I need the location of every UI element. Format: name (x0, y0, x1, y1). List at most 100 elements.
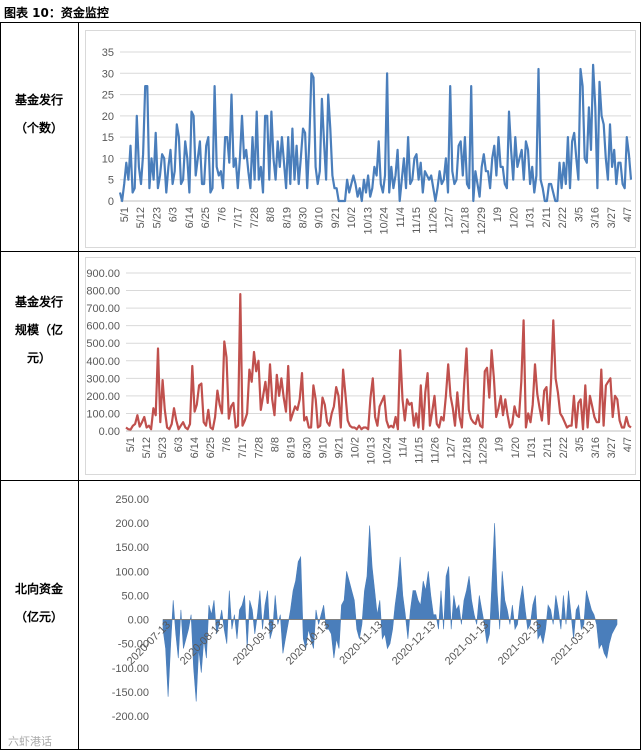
chart-fund-count: 0 5 10 15 20 25 30 35 5/1 5/12 5/23 6/3 6/14 6/25 7/6 7… (102, 47, 634, 235)
x-tick-label: 11/15 (414, 437, 426, 464)
chart-northbound-box: -200.00 -150.00 -100.00 -50.00 0.00 50.00 100.… (85, 486, 634, 744)
x-tick-label: 9/21 (333, 437, 345, 458)
x-tick-label: 8/8 (265, 207, 277, 222)
y-tick-label: 900.00 (86, 268, 120, 280)
label-line: 基金发行 (14, 295, 63, 309)
x-tick-label: 2021-02-13 (496, 619, 544, 667)
y-tick-label: 0 (108, 196, 114, 208)
x-tick-label: 10/2 (349, 437, 361, 458)
row-label-northbound: 北向资金 （亿元） (0, 575, 78, 631)
x-tick-label: 1/20 (510, 437, 522, 458)
x-tick-label: 5/1 (119, 207, 131, 222)
x-tick-label: 6/3 (173, 437, 185, 452)
y-tick-label: 0.00 (99, 426, 120, 438)
label-line: 北向资金 (14, 582, 63, 596)
x-tick-label: 7/6 (216, 207, 228, 222)
x-tick-label: 2/22 (558, 437, 570, 458)
x-tick-label: 11/26 (427, 207, 439, 234)
x-tick-label: 7/28 (253, 437, 265, 458)
x-tick-label: 5/12 (135, 207, 147, 228)
y-tick-label: 5 (108, 175, 114, 187)
x-tick-label: 1/9 (494, 437, 506, 452)
y-tick-label: 10 (102, 153, 114, 165)
x-tick-label: 6/25 (200, 207, 212, 228)
x-tick-label: 5/1 (125, 437, 137, 452)
y-tick-label: 25 (102, 90, 114, 102)
x-tick-label: 3/16 (590, 207, 602, 228)
label-line: 元） (26, 351, 51, 365)
x-tick-label: 4/7 (622, 207, 634, 222)
y-tick-label: 300.00 (86, 373, 120, 385)
x-tick-label: 10/13 (365, 437, 377, 465)
series-line (125, 293, 632, 431)
x-tick-label: 2/11 (542, 437, 554, 458)
y-tick-label: -100.00 (112, 663, 149, 675)
x-tick-label: 12/29 (476, 207, 488, 235)
x-tick-label: 7/6 (221, 437, 233, 452)
table-frame (0, 22, 641, 750)
x-tick-label: 10/24 (379, 207, 391, 235)
row-divider-2 (0, 480, 641, 481)
x-tick-label: 12/7 (446, 437, 458, 458)
x-tick-label: 1/31 (525, 207, 537, 228)
x-tick-label: 8/19 (281, 207, 293, 228)
figure-title: 图表 10：资金监控 (4, 6, 109, 20)
y-tick-label: 200.00 (115, 518, 149, 530)
watermark: 六虾港话 (8, 735, 52, 748)
y-tick-label: 600.00 (86, 321, 120, 333)
x-tick-label: 3/16 (590, 437, 602, 458)
label-line: 规模（亿 (14, 323, 63, 337)
y-tick-label: 800.00 (86, 286, 120, 298)
x-tick-label: 7/28 (249, 207, 261, 228)
x-tick-label: 4/7 (622, 437, 634, 452)
series-area (162, 523, 618, 702)
y-tick-label: 100.00 (86, 408, 120, 420)
row-divider-1 (0, 251, 641, 252)
x-tick-label: 7/17 (237, 437, 249, 458)
y-tick-label: 35 (102, 47, 114, 59)
y-tick-label: 250.00 (115, 494, 149, 506)
chart-fund-size: 0.00 100.00 200.00 300.00 400.00 500.00 600.00… (86, 268, 634, 465)
chart-fund-count-box: 0 5 10 15 20 25 30 35 5/1 5/12 5/23 6/3 6/14 6/25 7/6 7… (85, 30, 636, 248)
x-tick-label: 8/30 (297, 207, 309, 228)
x-tick-label: 9/21 (330, 207, 342, 228)
x-tick-label: 8/19 (285, 437, 297, 458)
x-tick-label: 5/23 (157, 437, 169, 458)
x-tick-label: 10/2 (346, 207, 358, 228)
x-tick-label: 3/27 (606, 207, 618, 228)
x-tick-label: 11/15 (411, 207, 423, 234)
chart-fund-size-box: 0.00 100.00 200.00 300.00 400.00 500.00 600.00… (85, 257, 636, 475)
x-tick-label: 12/7 (444, 207, 456, 228)
chart-northbound: -200.00 -150.00 -100.00 -50.00 0.00 50.00 100.… (112, 494, 618, 723)
x-tick-label: 10/24 (382, 437, 394, 465)
x-tick-label: 12/18 (460, 207, 472, 235)
x-tick-label: 6/25 (205, 437, 217, 458)
x-tick-label: 11/4 (398, 437, 410, 458)
y-tick-label: 150.00 (115, 542, 149, 554)
y-tick-label: 200.00 (86, 391, 120, 403)
x-tick-label: 1/31 (526, 437, 538, 458)
row-label-fund-size: 基金发行 规模（亿 元） (0, 288, 78, 372)
y-tick-label: 500.00 (86, 338, 120, 350)
x-tick-label: 11/4 (395, 207, 407, 228)
x-tick-label: 6/14 (184, 207, 196, 228)
x-tick-label: 12/18 (462, 437, 474, 465)
label-line: （个数） (14, 121, 63, 135)
x-tick-label: 3/5 (574, 437, 586, 452)
y-tick-label: 400.00 (86, 356, 120, 368)
x-tick-label: 6/3 (168, 207, 180, 222)
x-tick-label: 1/9 (492, 207, 504, 222)
y-tick-label: 30 (102, 68, 114, 80)
y-tick-label: 700.00 (86, 303, 120, 315)
label-line: （亿元） (14, 610, 63, 624)
series-line (118, 63, 633, 203)
y-tick-label: 50.00 (121, 590, 149, 602)
row-label-fund-count: 基金发行 （个数） (0, 86, 78, 142)
x-tick-label: 9/10 (314, 207, 326, 228)
y-tick-label: 0.00 (128, 615, 149, 627)
column-divider (78, 22, 79, 750)
y-tick-label: -150.00 (112, 687, 149, 699)
y-tick-label: 20 (102, 111, 114, 123)
x-tick-label: 12/29 (478, 437, 490, 465)
x-tick-label: 6/14 (189, 437, 201, 458)
